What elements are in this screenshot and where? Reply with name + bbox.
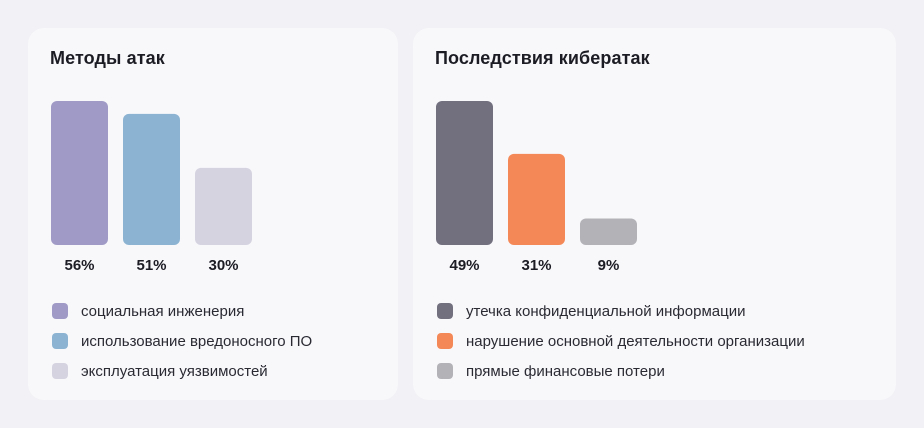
legend: утечка конфиденциальной информации наруш… [437,300,805,390]
legend-swatch [437,333,453,349]
legend-swatch [52,333,68,349]
legend-item: утечка конфиденциальной информации [437,300,805,322]
legend-swatch [52,303,68,319]
bar-value-label: 31% [521,257,551,274]
bar-value-label: 49% [449,257,479,274]
legend-item: использование вредоносного ПО [52,330,312,352]
bar-value-label: 51% [136,257,166,274]
bar [195,167,252,245]
legend-label: социальная инженерия [81,302,245,320]
legend-swatch [437,303,453,319]
legend-label: эксплуатация уязвимостей [81,362,268,380]
bar-value-label: 30% [208,257,238,274]
legend-item: прямые финансовые потери [437,360,805,382]
bar-chart-attack-consequences: 49% 31% 9% [436,101,637,274]
legend-label: использование вредоносного ПО [81,332,313,350]
bar [580,218,637,245]
legend-label: нарушение основной деятельности организа… [466,332,805,350]
bar [123,113,180,245]
bar-value-label: 56% [64,257,94,274]
legend-swatch [52,363,68,379]
bar [508,153,565,245]
legend-item: нарушение основной деятельности организа… [437,330,805,352]
legend-item: эксплуатация уязвимостей [52,360,312,382]
chart-card-attack-consequences: Последствия кибератак 49% 31% 9% утечка ко… [413,28,896,400]
bar [436,101,493,245]
legend-label: утечка конфиденциальной информации [466,302,746,320]
bar-value-label: 9% [598,257,620,274]
chart-title: Последствия кибератак [435,48,650,68]
legend-label: прямые финансовые потери [466,362,665,380]
legend-swatch [437,363,453,379]
legend: социальная инженерия использование вредо… [52,300,312,390]
chart-card-attack-methods: Методы атак 56% 51% 30% социальная инженер… [28,28,398,400]
bar [51,101,108,245]
legend-item: социальная инженерия [52,300,312,322]
bar-chart-attack-methods: 56% 51% 30% [51,101,252,274]
chart-title: Методы атак [50,48,165,68]
